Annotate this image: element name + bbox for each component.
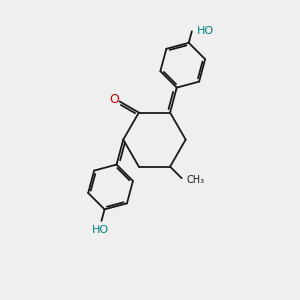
Text: CH₃: CH₃ — [186, 175, 204, 185]
Text: O: O — [109, 93, 119, 106]
Text: HO: HO — [92, 225, 109, 235]
Text: HO: HO — [197, 26, 214, 36]
